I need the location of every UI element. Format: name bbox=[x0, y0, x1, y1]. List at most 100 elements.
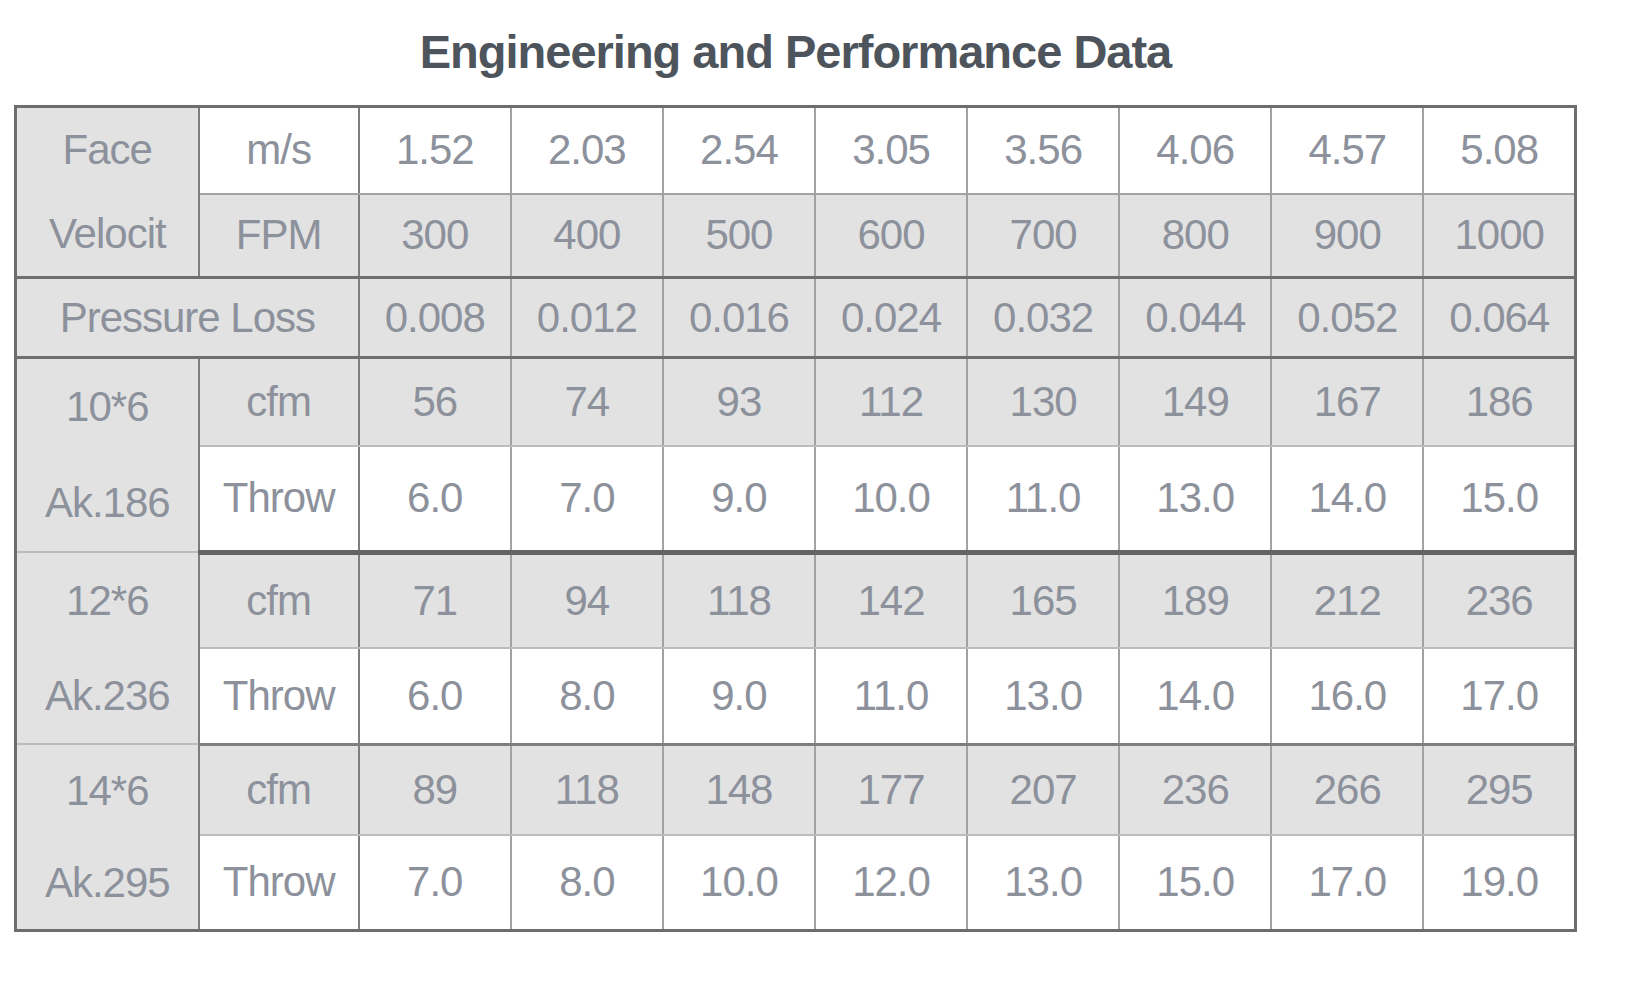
unit-cell-size2-cfm: cfm bbox=[199, 552, 359, 648]
table-cell-s2-cfm-4: 142 bbox=[815, 552, 967, 648]
table-cell-fpm-5: 700 bbox=[967, 194, 1119, 278]
table-cell-s3-cfm-3: 148 bbox=[663, 744, 815, 835]
table-cell-s2-throw-1: 6.0 bbox=[359, 648, 511, 744]
table-cell-s2-cfm-5: 165 bbox=[967, 552, 1119, 648]
table-cell-s1-throw-7: 14.0 bbox=[1271, 446, 1423, 552]
table-cell-s3-throw-1: 7.0 bbox=[359, 835, 511, 931]
table-cell-s1-cfm-2: 74 bbox=[511, 358, 663, 447]
table-row-size2-throw: Throw 6.0 8.0 9.0 11.0 13.0 14.0 16.0 17… bbox=[16, 648, 1576, 744]
size3-label-cell: 14*6 Ak.295 bbox=[16, 744, 199, 931]
size2-ak-code: Ak.236 bbox=[17, 648, 198, 743]
table-cell-s1-throw-1: 6.0 bbox=[359, 446, 511, 552]
table-cell-s2-throw-2: 8.0 bbox=[511, 648, 663, 744]
table-cell-s2-cfm-8: 236 bbox=[1423, 552, 1575, 648]
table-cell-s3-cfm-5: 207 bbox=[967, 744, 1119, 835]
table-cell-s1-cfm-8: 186 bbox=[1423, 358, 1575, 447]
table-cell-s2-cfm-2: 94 bbox=[511, 552, 663, 648]
size1-ak-code: Ak.186 bbox=[17, 455, 198, 551]
table-cell-pl-5: 0.032 bbox=[967, 278, 1119, 358]
table-cell-fpm-4: 600 bbox=[815, 194, 967, 278]
table-cell-fpm-2: 400 bbox=[511, 194, 663, 278]
performance-table: Face Velocit m/s 1.52 2.03 2.54 3.05 3.5… bbox=[14, 105, 1577, 932]
page-title: Engineering and Performance Data bbox=[14, 24, 1577, 79]
table-cell-s3-throw-6: 15.0 bbox=[1119, 835, 1271, 931]
table-cell-ms-2: 2.03 bbox=[511, 107, 663, 194]
unit-cell-size3-cfm: cfm bbox=[199, 744, 359, 835]
table-cell-s1-throw-3: 9.0 bbox=[663, 446, 815, 552]
table-cell-s2-cfm-1: 71 bbox=[359, 552, 511, 648]
unit-cell-size2-throw: Throw bbox=[199, 648, 359, 744]
table-cell-s2-cfm-7: 212 bbox=[1271, 552, 1423, 648]
table-cell-s3-throw-5: 13.0 bbox=[967, 835, 1119, 931]
table-row-size3-cfm: 14*6 Ak.295 cfm 89 118 148 177 207 236 2… bbox=[16, 744, 1576, 835]
size3-label: 14*6 Ak.295 bbox=[17, 745, 198, 929]
size1-label-cell: 10*6 Ak.186 bbox=[16, 358, 199, 553]
table-cell-s3-cfm-8: 295 bbox=[1423, 744, 1575, 835]
table-cell-fpm-8: 1000 bbox=[1423, 194, 1575, 278]
table-cell-pl-2: 0.012 bbox=[511, 278, 663, 358]
pressure-loss-label-cell: Pressure Loss bbox=[16, 278, 359, 358]
table-cell-ms-7: 4.57 bbox=[1271, 107, 1423, 194]
table-cell-pl-7: 0.052 bbox=[1271, 278, 1423, 358]
table-cell-s3-cfm-7: 266 bbox=[1271, 744, 1423, 835]
face-velocity-label-cell: Face Velocit bbox=[16, 107, 199, 278]
table-cell-s1-cfm-6: 149 bbox=[1119, 358, 1271, 447]
table-cell-s1-throw-8: 15.0 bbox=[1423, 446, 1575, 552]
table-cell-s1-throw-5: 11.0 bbox=[967, 446, 1119, 552]
table-cell-fpm-6: 800 bbox=[1119, 194, 1271, 278]
table-row-ms: Face Velocit m/s 1.52 2.03 2.54 3.05 3.5… bbox=[16, 107, 1576, 194]
table-row-fpm: FPM 300 400 500 600 700 800 900 1000 bbox=[16, 194, 1576, 278]
size1-dimension: 10*6 bbox=[17, 359, 198, 455]
unit-cell-ms: m/s bbox=[199, 107, 359, 194]
unit-cell-size3-throw: Throw bbox=[199, 835, 359, 931]
table-cell-s2-cfm-3: 118 bbox=[663, 552, 815, 648]
size2-label: 12*6 Ak.236 bbox=[17, 553, 198, 743]
table-cell-ms-6: 4.06 bbox=[1119, 107, 1271, 194]
face-velocity-label-line1: Face bbox=[17, 108, 198, 192]
table-cell-fpm-1: 300 bbox=[359, 194, 511, 278]
size1-label: 10*6 Ak.186 bbox=[17, 359, 198, 551]
table-row-size1-throw: Throw 6.0 7.0 9.0 10.0 11.0 13.0 14.0 15… bbox=[16, 446, 1576, 552]
size3-dimension: 14*6 bbox=[17, 745, 198, 837]
table-cell-s1-throw-4: 10.0 bbox=[815, 446, 967, 552]
table-cell-s2-cfm-6: 189 bbox=[1119, 552, 1271, 648]
table-cell-s2-throw-6: 14.0 bbox=[1119, 648, 1271, 744]
unit-cell-size1-throw: Throw bbox=[199, 446, 359, 552]
table-cell-s1-throw-6: 13.0 bbox=[1119, 446, 1271, 552]
table-cell-ms-8: 5.08 bbox=[1423, 107, 1575, 194]
table-cell-s3-throw-7: 17.0 bbox=[1271, 835, 1423, 931]
table-row-pressure-loss: Pressure Loss 0.008 0.012 0.016 0.024 0.… bbox=[16, 278, 1576, 358]
table-cell-s2-throw-7: 16.0 bbox=[1271, 648, 1423, 744]
table-cell-fpm-7: 900 bbox=[1271, 194, 1423, 278]
table-cell-pl-6: 0.044 bbox=[1119, 278, 1271, 358]
table-cell-s3-cfm-6: 236 bbox=[1119, 744, 1271, 835]
table-cell-ms-1: 1.52 bbox=[359, 107, 511, 194]
table-cell-ms-4: 3.05 bbox=[815, 107, 967, 194]
table-cell-pl-8: 0.064 bbox=[1423, 278, 1575, 358]
table-cell-fpm-3: 500 bbox=[663, 194, 815, 278]
table-cell-s2-throw-4: 11.0 bbox=[815, 648, 967, 744]
table-cell-s1-cfm-4: 112 bbox=[815, 358, 967, 447]
unit-cell-size1-cfm: cfm bbox=[199, 358, 359, 447]
table-cell-pl-4: 0.024 bbox=[815, 278, 967, 358]
table-cell-s1-cfm-1: 56 bbox=[359, 358, 511, 447]
table-cell-s3-throw-3: 10.0 bbox=[663, 835, 815, 931]
table-cell-s2-throw-5: 13.0 bbox=[967, 648, 1119, 744]
table-cell-ms-5: 3.56 bbox=[967, 107, 1119, 194]
table-cell-s3-cfm-4: 177 bbox=[815, 744, 967, 835]
table-row-size1-cfm: 10*6 Ak.186 cfm 56 74 93 112 130 149 167… bbox=[16, 358, 1576, 447]
face-velocity-label: Face Velocit bbox=[17, 108, 198, 276]
unit-cell-fpm: FPM bbox=[199, 194, 359, 278]
face-velocity-label-line2: Velocit bbox=[17, 192, 198, 276]
table-row-size3-throw: Throw 7.0 8.0 10.0 12.0 13.0 15.0 17.0 1… bbox=[16, 835, 1576, 931]
table-cell-s1-throw-2: 7.0 bbox=[511, 446, 663, 552]
table-cell-pl-1: 0.008 bbox=[359, 278, 511, 358]
table-cell-s1-cfm-7: 167 bbox=[1271, 358, 1423, 447]
table-cell-s3-cfm-2: 118 bbox=[511, 744, 663, 835]
table-cell-s1-cfm-5: 130 bbox=[967, 358, 1119, 447]
table-cell-s3-cfm-1: 89 bbox=[359, 744, 511, 835]
table-cell-s2-throw-8: 17.0 bbox=[1423, 648, 1575, 744]
size2-label-cell: 12*6 Ak.236 bbox=[16, 552, 199, 744]
table-cell-s2-throw-3: 9.0 bbox=[663, 648, 815, 744]
size3-ak-code: Ak.295 bbox=[17, 837, 198, 929]
